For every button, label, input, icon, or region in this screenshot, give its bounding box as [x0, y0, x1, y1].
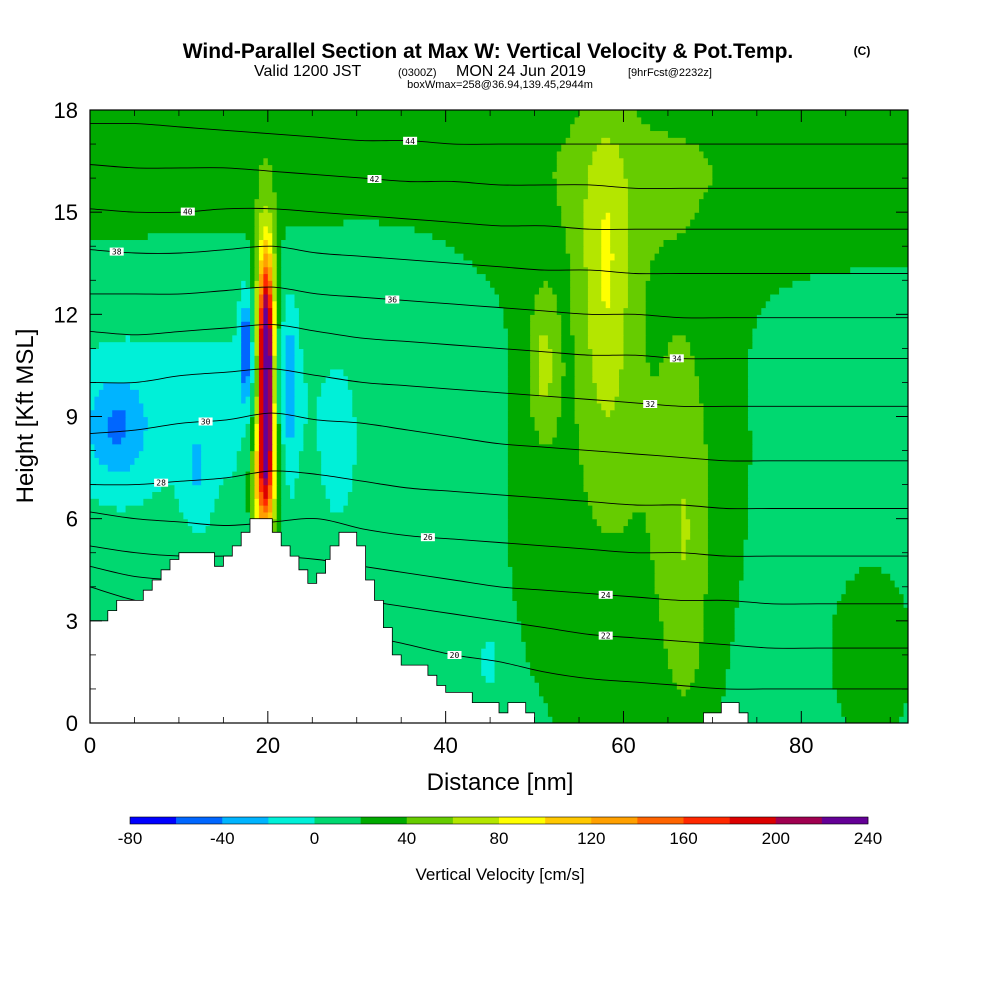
theta-contour-label-bg: [367, 175, 382, 183]
theta-contour-label: 24: [601, 591, 611, 600]
colorbar: -80 -40 0 40 80 120 160 200 240: [118, 816, 882, 848]
theta-contour-34: [90, 324, 908, 360]
theta-contour-label-bg: [180, 207, 195, 216]
theta-contour-label-bg: [420, 533, 435, 542]
theta-contour-40: [90, 207, 908, 230]
colorbar-swatch: [545, 817, 592, 824]
svg-text:MON 24 Jun 2019: MON 24 Jun 2019: [456, 63, 586, 80]
svg-text:(0300Z): (0300Z): [398, 67, 437, 79]
theta-contour-label-bg: [447, 651, 462, 659]
theta-contour-label: 36: [387, 296, 397, 305]
theta-contour-label-bg: [198, 417, 213, 426]
potential-temperature-contours: 20 22 24 26 28 30 32 34 36 38 40 42 44: [90, 122, 908, 690]
theta-contour-28: [90, 470, 908, 510]
colorbar-swatch: [406, 817, 454, 824]
theta-contour-label: 30: [201, 418, 211, 427]
theta-contour-label: 22: [601, 632, 611, 641]
x-tick-label: 20: [256, 733, 280, 758]
y-tick-label: 6: [66, 507, 78, 532]
theta-contour-label: 34: [672, 354, 682, 363]
y-axis-label: Height [Kft MSL]: [12, 329, 39, 504]
colorbar-tick-label: -40: [210, 829, 235, 848]
colorbar-frame: [129, 816, 869, 825]
theta-contour-label: 38: [112, 248, 122, 257]
colorbar-swatch: [591, 817, 638, 824]
x-tick-label: 60: [611, 733, 635, 758]
terrain-mask: [90, 518, 908, 723]
colorbar-swatch: [821, 817, 869, 824]
theta-contour-label: 44: [405, 137, 415, 146]
y-tick-label: 18: [54, 98, 78, 123]
theta-contour-label: 42: [370, 175, 380, 184]
colorbar-swatch: [499, 817, 546, 824]
colorbar-tick-label: 0: [310, 829, 319, 848]
y-tick-label: 3: [66, 609, 78, 634]
colorbar-tick-label: 200: [762, 829, 790, 848]
theta-contour-32: [90, 368, 908, 408]
colorbar-swatch: [360, 817, 408, 824]
x-axis: 0 20 40 60 80: [84, 110, 891, 758]
y-tick-label: 9: [66, 405, 78, 430]
theta-contour-26: [90, 511, 908, 557]
colorbar-swatch: [729, 817, 777, 824]
colorbar-tick-label: 80: [490, 829, 509, 848]
colorbar-swatch: [452, 817, 500, 824]
box-info-line: boxWmax=258@36.94,139.45,2944m: [407, 79, 593, 91]
colorbar-tick-label: 160: [669, 829, 697, 848]
theta-contour-label-bg: [154, 478, 169, 487]
theta-contour-label: 20: [450, 651, 460, 660]
y-tick-label: 15: [54, 200, 78, 225]
y-tick-label: 0: [66, 711, 78, 736]
theta-contour-label-bg: [643, 400, 658, 408]
chart-title: Wind-Parallel Section at Max W: Vertical…: [183, 40, 794, 63]
colorbar-label: Vertical Velocity [cm/s]: [415, 865, 584, 884]
colorbar-swatch: [176, 817, 223, 824]
chart-subtitle: Valid 1200 JST (0300Z) MON 24 Jun 2019 […: [254, 63, 712, 80]
theta-contour-label-bg: [109, 247, 124, 256]
theta-contour-44: [90, 122, 908, 145]
theta-contour-38: [90, 245, 908, 275]
theta-contour-label-bg: [403, 136, 418, 145]
colorbar-tick-label: 120: [577, 829, 605, 848]
y-tick-label: 12: [54, 302, 78, 327]
colorbar-swatch: [130, 817, 177, 824]
theta-contour-label: 28: [156, 479, 166, 488]
theta-contour-label-bg: [598, 590, 613, 599]
colorbar-swatch: [314, 817, 361, 824]
colorbar-tick-label: 240: [854, 829, 882, 848]
colorbar-swatch: [222, 817, 269, 824]
theta-contour-42: [90, 164, 908, 190]
theta-contour-label-bg: [385, 295, 400, 304]
theta-contour-30: [90, 412, 908, 462]
copyright-mark: (C): [854, 44, 871, 58]
theta-contour-label: 32: [645, 400, 655, 409]
theta-contour-36: [90, 286, 908, 319]
svg-text:[9hrFcst@2232z]: [9hrFcst@2232z]: [628, 67, 712, 79]
theta-contour-label-bg: [598, 631, 613, 640]
colorbar-swatch: [775, 817, 823, 824]
colorbar-swatch: [268, 817, 315, 824]
x-axis-label: Distance [nm]: [427, 769, 574, 796]
colorbar-swatch: [683, 817, 730, 824]
theta-contour-label: 40: [183, 208, 193, 217]
x-tick-label: 0: [84, 733, 96, 758]
x-tick-label: 40: [433, 733, 457, 758]
colorbar-swatch: [637, 817, 684, 824]
svg-text:Valid 1200 JST: Valid 1200 JST: [254, 63, 362, 80]
theta-contour-label-bg: [669, 354, 684, 363]
x-tick-label: 80: [789, 733, 813, 758]
theta-contour-label: 26: [423, 533, 433, 542]
colorbar-tick-label: 40: [397, 829, 416, 848]
colorbar-tick-label: -80: [118, 829, 143, 848]
